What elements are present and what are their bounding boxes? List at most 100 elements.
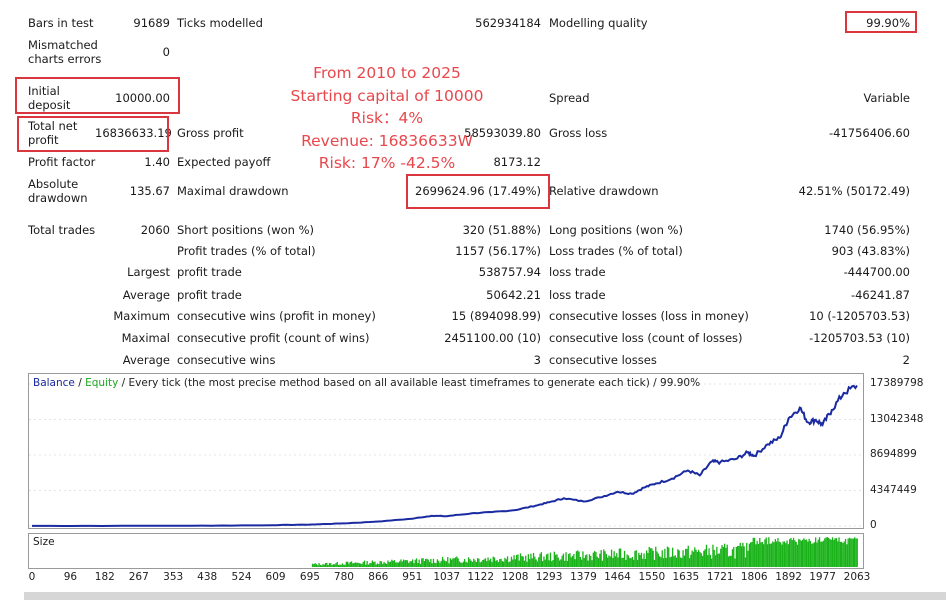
loss-trades-label: Loss trades (% of total) bbox=[549, 244, 683, 258]
size-bar bbox=[452, 558, 454, 567]
size-bar bbox=[846, 544, 848, 567]
size-bar bbox=[410, 561, 412, 567]
size-bar bbox=[735, 547, 737, 567]
size-bar bbox=[465, 561, 467, 567]
size-bar bbox=[720, 548, 722, 567]
size-bar bbox=[495, 560, 497, 567]
size-bar bbox=[447, 557, 449, 567]
size-bar bbox=[503, 561, 505, 567]
largest-loss-label: loss trade bbox=[549, 265, 606, 279]
size-bar bbox=[347, 561, 349, 567]
size-bar bbox=[781, 544, 783, 567]
size-bar bbox=[352, 563, 354, 567]
size-bar bbox=[379, 561, 381, 567]
size-bar bbox=[833, 539, 835, 567]
profit-trades-value: 1157 (56.17%) bbox=[455, 244, 541, 258]
y-tick-label: 4347449 bbox=[870, 483, 917, 496]
size-bar bbox=[435, 563, 437, 567]
largest-loss-value: -444700.00 bbox=[843, 265, 910, 279]
size-bar bbox=[545, 554, 548, 567]
x-tick-label: 1122 bbox=[467, 571, 495, 583]
size-bar bbox=[687, 545, 689, 567]
size-bar bbox=[699, 551, 701, 567]
balance-chart bbox=[28, 373, 864, 529]
size-bar bbox=[700, 553, 702, 567]
size-bar bbox=[648, 547, 650, 567]
size-bar bbox=[653, 559, 656, 567]
size-bar bbox=[590, 555, 592, 567]
size-bar bbox=[631, 557, 633, 567]
size-bar bbox=[813, 542, 815, 567]
size-bar bbox=[434, 562, 436, 567]
size-bar bbox=[664, 548, 666, 567]
balance-chart-svg bbox=[29, 383, 863, 528]
gross-loss-label: Gross loss bbox=[549, 126, 608, 140]
size-bar bbox=[480, 561, 483, 567]
short-positions-label: Short positions (won %) bbox=[177, 223, 315, 237]
absolute-drawdown-label: Absolute drawdown bbox=[28, 177, 88, 205]
size-bar bbox=[354, 562, 357, 567]
size-bar bbox=[711, 558, 713, 567]
size-bar bbox=[838, 537, 840, 567]
size-bar bbox=[660, 557, 662, 567]
size-bar bbox=[332, 564, 334, 567]
size-bar bbox=[349, 562, 351, 567]
maximal-cons-loss-label: consecutive loss (count of losses) bbox=[549, 331, 743, 345]
size-bar bbox=[358, 563, 360, 567]
size-bar bbox=[409, 561, 411, 567]
size-bar bbox=[340, 564, 342, 567]
bars-in-test-label: Bars in test bbox=[28, 16, 94, 30]
total-net-profit-label: Total net profit bbox=[28, 119, 78, 147]
size-bar bbox=[701, 555, 704, 567]
size-bar bbox=[686, 548, 688, 567]
size-bar bbox=[844, 538, 847, 567]
size-bar bbox=[393, 560, 396, 567]
size-bar bbox=[839, 541, 841, 567]
size-bar bbox=[809, 541, 812, 567]
size-bar bbox=[504, 557, 506, 567]
size-bar bbox=[318, 563, 320, 567]
size-bar bbox=[422, 558, 424, 567]
average-loss-value: -46241.87 bbox=[850, 288, 910, 302]
avg-cons-losses-value: 2 bbox=[902, 353, 910, 367]
size-bar bbox=[470, 560, 472, 567]
size-bar bbox=[402, 559, 405, 567]
size-bar bbox=[656, 551, 658, 567]
annotation-line-4: Revenue: 16836633W bbox=[301, 131, 473, 150]
size-bar bbox=[824, 538, 826, 567]
size-bar bbox=[362, 561, 364, 567]
maximal-cons-profit-value: 2451100.00 (10) bbox=[444, 331, 541, 345]
size-bar bbox=[812, 543, 814, 567]
size-bar bbox=[791, 540, 793, 567]
x-tick-label: 96 bbox=[63, 571, 78, 583]
size-bar bbox=[488, 560, 490, 567]
size-bar bbox=[573, 554, 575, 567]
size-bar bbox=[811, 543, 813, 567]
x-tick-label: 2063 bbox=[843, 571, 871, 583]
size-bar bbox=[427, 559, 429, 567]
gross-loss-value: -41756406.60 bbox=[829, 126, 910, 140]
size-bar bbox=[425, 558, 427, 567]
size-bar bbox=[718, 553, 721, 567]
size-bar bbox=[831, 537, 834, 567]
size-bar bbox=[406, 560, 409, 567]
x-tick-label: 780 bbox=[333, 571, 354, 583]
size-bar bbox=[395, 562, 397, 567]
size-bar bbox=[722, 546, 724, 567]
size-bar bbox=[703, 550, 705, 567]
size-bar bbox=[644, 558, 646, 567]
size-bar bbox=[492, 556, 494, 567]
size-bar bbox=[404, 560, 406, 567]
size-bar bbox=[778, 541, 780, 567]
size-bar bbox=[782, 541, 784, 567]
size-bar bbox=[584, 555, 587, 567]
size-bar bbox=[339, 564, 341, 567]
size-bar bbox=[622, 557, 624, 567]
size-bar bbox=[776, 541, 778, 567]
size-bar bbox=[462, 561, 464, 567]
size-bar bbox=[729, 555, 731, 567]
size-bar bbox=[621, 557, 623, 567]
size-bar bbox=[478, 558, 480, 567]
size-bar bbox=[756, 540, 758, 567]
size-bar bbox=[540, 552, 542, 567]
